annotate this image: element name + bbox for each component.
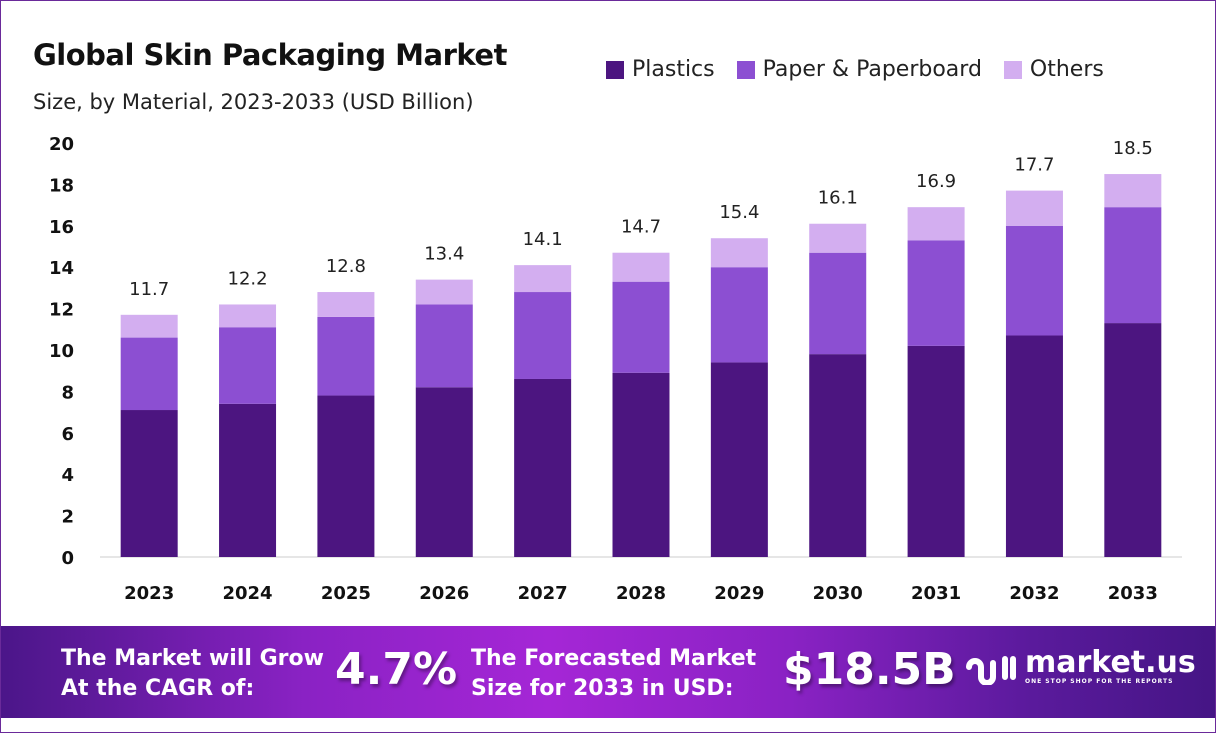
y-tick-label: 18 — [49, 175, 74, 196]
forecast-value: $18.5B — [783, 644, 956, 695]
y-tick-label: 2 — [61, 507, 74, 528]
logo-name: market.us — [1025, 645, 1196, 680]
bar-chart: 0 2 4 6 8 10 12 14 16 18 20 11.7 2023 12.2 2024 12.8 202… — [49, 134, 1182, 604]
bar-segment-plastics — [514, 378, 572, 557]
y-tick-label: 20 — [49, 134, 74, 155]
bar-segment-plastics — [809, 354, 867, 557]
bar-segment-plastics — [219, 403, 277, 557]
x-tick-label: 2030 — [813, 583, 863, 604]
x-tick-label: 2027 — [518, 583, 568, 604]
total-data-label: 15.4 — [719, 202, 759, 223]
bar-segment-others — [219, 304, 277, 328]
bar-segment-plastics — [1104, 323, 1162, 557]
forecast-label: The Forecasted Market Size for 2033 in US… — [471, 646, 757, 701]
bar-segment-plastics — [907, 345, 965, 557]
cagr-value: 4.7% — [335, 644, 458, 695]
total-data-label: 14.1 — [523, 229, 563, 250]
bar-segment-paper-paperboard — [1005, 225, 1063, 336]
total-data-label: 18.5 — [1113, 138, 1153, 159]
bar-segment-plastics — [317, 395, 375, 557]
bar-segment-others — [907, 207, 965, 241]
x-tick-label: 2031 — [911, 583, 961, 604]
bar-segment-paper-paperboard — [710, 267, 768, 363]
bar-segment-plastics — [1005, 335, 1063, 557]
legend-item-paper: Paper & Paperboard — [736, 57, 982, 82]
legend-item-others: Others — [1003, 57, 1104, 82]
bar-segment-paper-paperboard — [415, 304, 473, 388]
bar-segment-paper-paperboard — [514, 292, 572, 379]
bar-segment-others — [1005, 190, 1063, 226]
bar-segment-plastics — [612, 372, 670, 557]
bar-segment-paper-paperboard — [907, 240, 965, 346]
x-tick-label: 2025 — [321, 583, 371, 604]
total-data-label: 12.8 — [326, 256, 366, 277]
bar-segment-plastics — [710, 362, 768, 557]
x-tick-label: 2028 — [616, 583, 666, 604]
footer-banner: The Market will Grow At the CAGR of: 4.7%… — [1, 626, 1215, 718]
bar-segment-plastics — [120, 410, 178, 557]
chart-title: Global Skin Packaging Market — [33, 38, 507, 72]
legend-label: Plastics — [632, 57, 715, 82]
bar-segment-paper-paperboard — [219, 327, 277, 404]
cagr-label: The Market will Grow At the CAGR of: — [61, 646, 324, 701]
legend-swatch — [606, 60, 624, 79]
legend-swatch — [736, 60, 755, 79]
legend-label: Others — [1029, 57, 1104, 82]
y-tick-label: 6 — [61, 424, 74, 445]
legend-swatch — [1003, 60, 1022, 79]
y-tick-label: 16 — [49, 217, 74, 238]
bar-segment-others — [710, 238, 768, 268]
x-tick-label: 2033 — [1108, 583, 1158, 604]
total-data-label: 14.7 — [621, 217, 661, 238]
market-us-logo: market.us ONE STOP SHOP FOR THE REPORTS — [965, 648, 1196, 685]
logo-icon — [966, 655, 1016, 685]
total-data-label: 16.9 — [916, 171, 956, 192]
legend: Plastics Paper & Paperboard Others — [606, 57, 1104, 82]
x-tick-label: 2032 — [1009, 583, 1059, 604]
y-tick-label: 4 — [61, 465, 74, 486]
bar-segment-paper-paperboard — [612, 281, 670, 373]
bar-segment-paper-paperboard — [1104, 207, 1162, 324]
chart-subtitle: Size, by Material, 2023-2033 (USD Billio… — [33, 90, 474, 114]
bar-segment-others — [317, 292, 375, 317]
y-tick-label: 0 — [61, 548, 74, 569]
total-data-label: 17.7 — [1014, 155, 1054, 176]
x-tick-label: 2026 — [419, 583, 469, 604]
bar-segment-others — [514, 265, 572, 293]
y-tick-label: 8 — [61, 382, 74, 403]
x-tick-label: 2024 — [222, 583, 272, 604]
x-tick-label: 2023 — [124, 583, 174, 604]
bar-segment-others — [120, 314, 178, 338]
bar-segment-paper-paperboard — [809, 252, 867, 355]
legend-item-plastics: Plastics — [606, 57, 715, 82]
total-data-label: 16.1 — [818, 188, 858, 209]
y-tick-label: 12 — [49, 300, 74, 321]
bar-segment-others — [612, 252, 670, 282]
bar-segment-others — [809, 223, 867, 253]
logo-tagline: ONE STOP SHOP FOR THE REPORTS — [1025, 678, 1174, 685]
bar-segment-paper-paperboard — [317, 316, 375, 396]
y-tick-label: 14 — [49, 258, 74, 279]
bar-segment-others — [1104, 174, 1162, 208]
total-data-label: 13.4 — [424, 244, 464, 265]
bar-segment-plastics — [415, 387, 473, 557]
bar-segment-paper-paperboard — [120, 337, 178, 411]
x-tick-label: 2029 — [714, 583, 764, 604]
legend-label: Paper & Paperboard — [762, 57, 982, 82]
y-tick-label: 10 — [49, 341, 74, 362]
total-data-label: 12.2 — [228, 268, 268, 289]
total-data-label: 11.7 — [129, 279, 169, 300]
bar-segment-others — [415, 279, 473, 305]
